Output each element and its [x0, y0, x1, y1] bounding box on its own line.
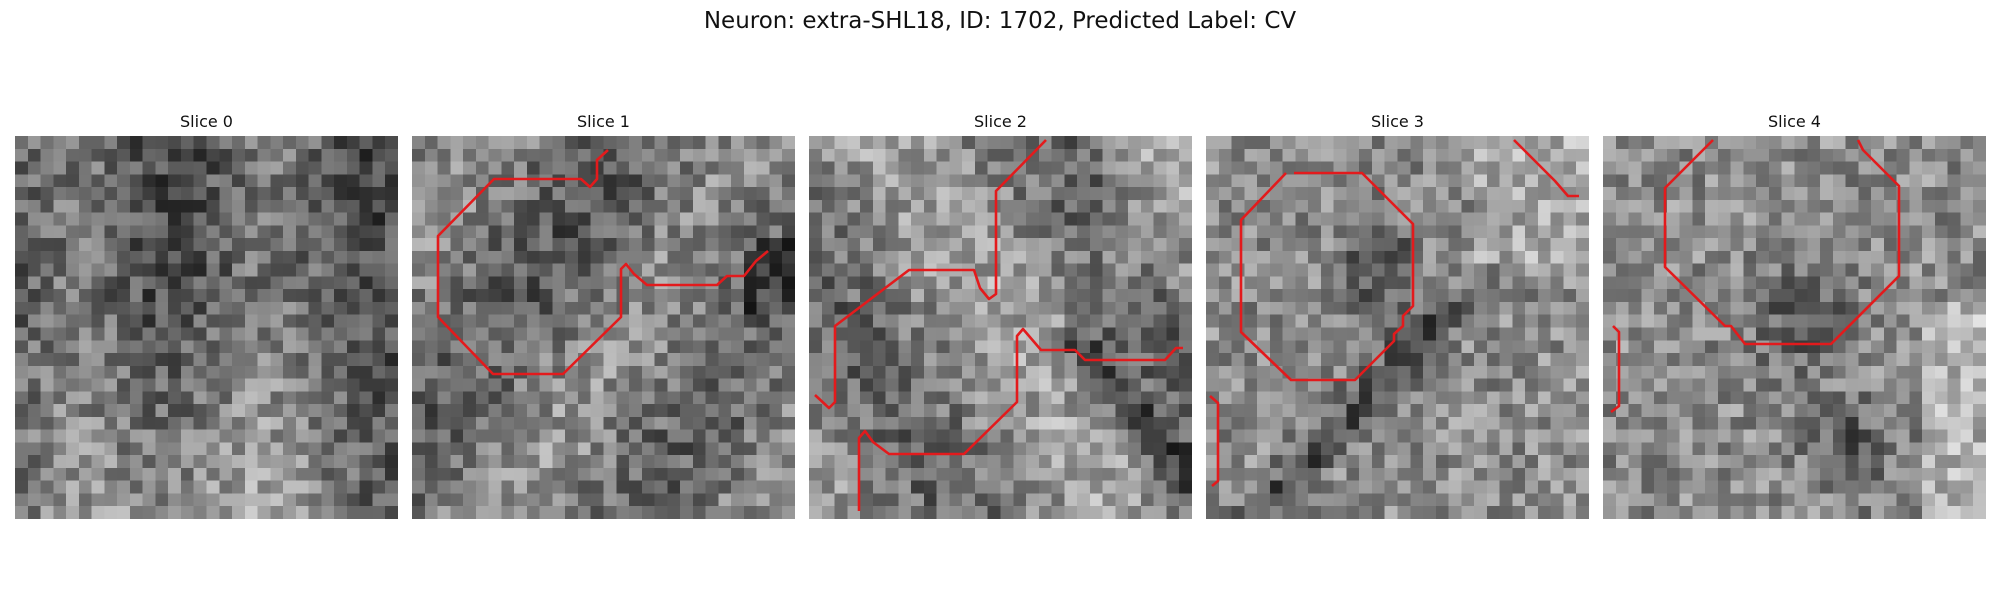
slice-image-2: [809, 136, 1192, 519]
contour-line: [857, 327, 1183, 511]
slice-title-2: Slice 2: [974, 112, 1027, 131]
grayscale-patch-1: [412, 136, 795, 519]
contour-line: [814, 139, 1047, 410]
contour-line: [1239, 171, 1415, 382]
contour-line: [1513, 139, 1579, 198]
grayscale-patch-4: [1603, 136, 1986, 519]
slice-panel-2: Slice 2: [809, 112, 1192, 519]
slice-panel-4: Slice 4: [1603, 112, 1986, 519]
slice-image-0: [15, 136, 398, 519]
contour-overlay-1: [436, 149, 769, 376]
slice-panel-1: Slice 1: [412, 112, 795, 519]
slice-title-0: Slice 0: [180, 112, 233, 131]
grayscale-patch-2: [809, 136, 1192, 519]
contour-overlay-3: [1209, 139, 1579, 487]
contour-line: [1663, 139, 1901, 346]
slice-title-3: Slice 3: [1371, 112, 1424, 131]
slice-title-1: Slice 1: [577, 112, 630, 131]
slice-image-1: [412, 136, 795, 519]
contour-overlay-4: [1610, 139, 1901, 414]
contour-line: [1209, 395, 1220, 487]
figure-title: Neuron: extra-SHL18, ID: 1702, Predicted…: [703, 8, 1297, 34]
grayscale-patch-0: [15, 136, 398, 519]
contour-overlay-0: [15, 136, 398, 519]
contour-overlay-2: [814, 139, 1183, 511]
slice-image-3: [1206, 136, 1589, 519]
slice-panel-3: Slice 3: [1206, 112, 1589, 519]
grayscale-patch-3: [1206, 136, 1589, 519]
slice-title-4: Slice 4: [1768, 112, 1821, 131]
contour-line: [1610, 325, 1621, 414]
contour-line: [436, 149, 769, 376]
slice-image-4: [1603, 136, 1986, 519]
slice-panel-0: Slice 0: [15, 112, 398, 519]
